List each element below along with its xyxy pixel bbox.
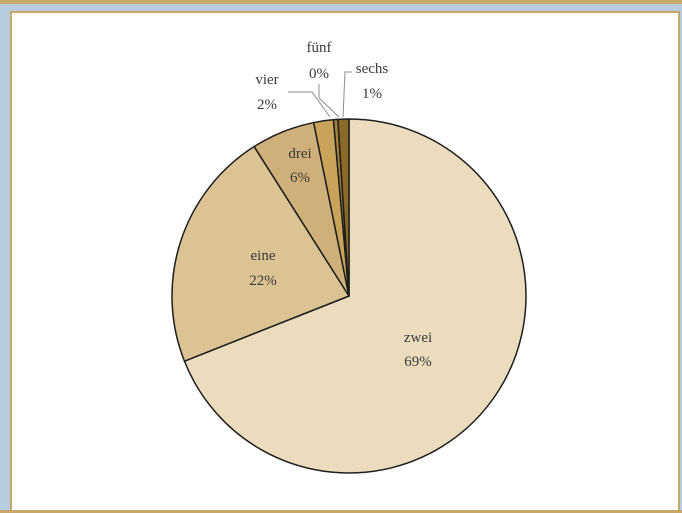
slice-percent-zwei: 69% — [404, 354, 432, 370]
leader-line-vier — [288, 91, 331, 118]
pie-slice-zwei — [183, 118, 527, 474]
pie-slice-sechs — [337, 118, 350, 297]
slice-percent-sechs: 1% — [362, 86, 382, 102]
slice-label-zwei: zwei — [404, 330, 432, 346]
pie-slices — [171, 118, 527, 474]
slice-percent-f-nf: 0% — [309, 66, 329, 82]
slice-percent-eine: 22% — [249, 273, 277, 289]
slice-percent-drei: 6% — [290, 170, 310, 186]
leader-line-sechs — [342, 71, 352, 118]
pie-slice-eine — [171, 145, 350, 362]
slice-label-eine: eine — [251, 248, 276, 264]
leader-lines — [288, 71, 352, 118]
slice-labels: zwei 69% eine 22% drei 6% vier 2% fünf 0% sechs 1% — [249, 40, 432, 370]
leader-line-f-nf — [318, 84, 340, 118]
slice-label-drei: drei — [288, 146, 311, 162]
slice-label-f-nf: fünf — [307, 40, 332, 56]
slice-label-sechs: sechs — [356, 61, 389, 77]
slice-percent-vier: 2% — [257, 97, 277, 113]
slice-label-vier: vier — [255, 72, 278, 88]
